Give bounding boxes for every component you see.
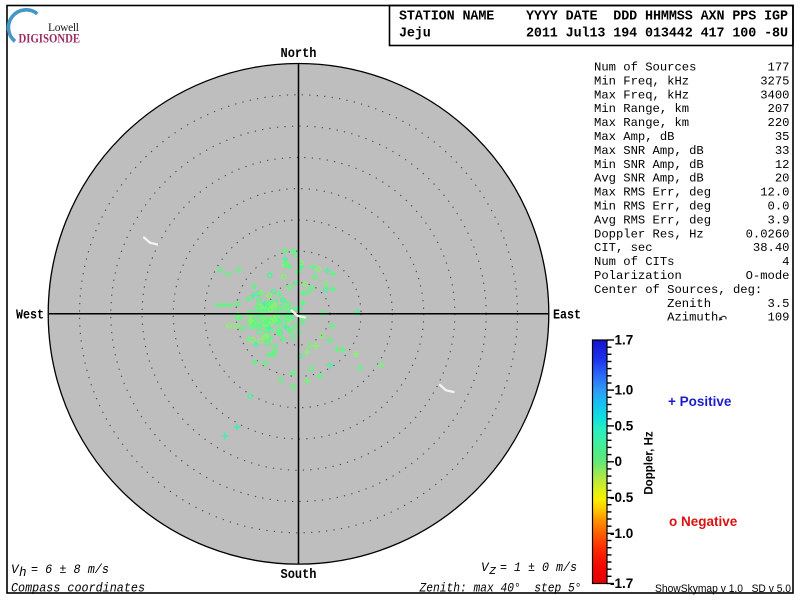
svg-text:Max Freq, kHz: Max Freq, kHz (594, 88, 689, 102)
svg-text:Min Freq, kHz: Min Freq, kHz (594, 74, 689, 88)
svg-text:East: East (553, 309, 581, 324)
svg-text:Num of CITs: Num of CITs (594, 255, 674, 269)
svg-text:0.5: 0.5 (615, 418, 634, 433)
svg-text:ShowSkymap v 1.0 SD v 5.0: ShowSkymap v 1.0 SD v 5.0 (655, 583, 791, 595)
svg-text:3.5: 3.5 (768, 297, 790, 311)
svg-text:220: 220 (768, 116, 790, 130)
svg-text:Jeju 2011 Jul13 194: Jeju 2011 Jul13 194 013442 417 100 -8U (399, 27, 788, 42)
svg-text:33: 33 (775, 144, 790, 158)
svg-text:Polarization: Polarization (594, 269, 682, 283)
svg-text:Max Range, km: Max Range, km (594, 116, 689, 130)
svg-text:STATION NAME YYYY DATE DDD: STATION NAME YYYY DATE DDD HHMMSS AXN PP… (399, 10, 788, 25)
svg-text:3400: 3400 (760, 88, 789, 102)
svg-text:Lowell: Lowell (48, 22, 79, 34)
svg-text:0.0260: 0.0260 (746, 227, 790, 241)
svg-text:Azimuth: Azimuth (594, 311, 718, 325)
svg-text:Max SNR Amp, dB: Max SNR Amp, dB (594, 144, 704, 158)
svg-text:V: V (11, 563, 20, 577)
svg-text:12: 12 (775, 158, 790, 172)
svg-text:0: 0 (615, 454, 623, 469)
svg-text:Center of Sources, deg:: Center of Sources, deg: (594, 283, 762, 297)
svg-text:Min SNR Amp, dB: Min SNR Amp, dB (594, 158, 704, 172)
svg-text:Min RMS Err, deg: Min RMS Err, deg (594, 200, 711, 214)
svg-text:h: h (19, 566, 27, 580)
svg-text:Avg SNR Amp, dB: Avg SNR Amp, dB (594, 172, 704, 186)
svg-text:Avg RMS Err, deg: Avg RMS Err, deg (594, 213, 711, 227)
svg-text:= 6 ± 8 m/s: = 6 ± 8 m/s (31, 563, 109, 577)
svg-text:1.7: 1.7 (615, 333, 634, 348)
svg-text:Compass coordinates: Compass coordinates (11, 582, 145, 596)
svg-text:West: West (16, 309, 44, 324)
svg-text:Zenith: max 40° step 5°: Zenith: max 40° step 5° (419, 582, 582, 596)
svg-text:V: V (481, 561, 490, 575)
svg-text:DIGISONDE: DIGISONDE (19, 32, 81, 46)
svg-text:= 1 ± 0 m/s: = 1 ± 0 m/s (500, 561, 577, 575)
svg-text:20: 20 (775, 172, 790, 186)
svg-text:35: 35 (775, 130, 790, 144)
svg-text:CIT, sec: CIT, sec (594, 241, 653, 255)
svg-text:Num of Sources: Num of Sources (594, 61, 696, 75)
svg-text:38.40: 38.40 (753, 241, 790, 255)
svg-text:4: 4 (782, 255, 789, 269)
svg-text:z: z (489, 564, 497, 578)
svg-text:3275: 3275 (760, 74, 789, 88)
svg-text:Zenith: Zenith (594, 297, 711, 311)
svg-text:South: South (281, 568, 317, 583)
svg-text:Min Range, km: Min Range, km (594, 102, 689, 116)
svg-text:Max RMS Err, deg: Max RMS Err, deg (594, 186, 711, 200)
svg-text:-1.7: -1.7 (610, 576, 633, 591)
svg-text:Doppler, Hz: Doppler, Hz (644, 431, 656, 495)
svg-text:1.0: 1.0 (615, 383, 634, 398)
svg-text:177: 177 (768, 61, 790, 75)
svg-text:207: 207 (768, 102, 790, 116)
svg-text:3.9: 3.9 (768, 213, 790, 227)
svg-text:-1.0: -1.0 (610, 526, 633, 541)
svg-text:Max Amp, dB: Max Amp, dB (594, 130, 674, 144)
svg-text:-0.5: -0.5 (610, 490, 634, 505)
svg-text:+ Positive: + Positive (668, 394, 732, 409)
svg-text:North: North (281, 47, 317, 62)
svg-text:Doppler Res, Hz: Doppler Res, Hz (594, 227, 704, 241)
svg-text:0.0: 0.0 (768, 200, 790, 214)
svg-text:12.0: 12.0 (760, 186, 789, 200)
svg-text:109: 109 (768, 311, 790, 325)
svg-text:o Negative: o Negative (669, 514, 738, 529)
svg-text:O-mode: O-mode (746, 269, 790, 283)
